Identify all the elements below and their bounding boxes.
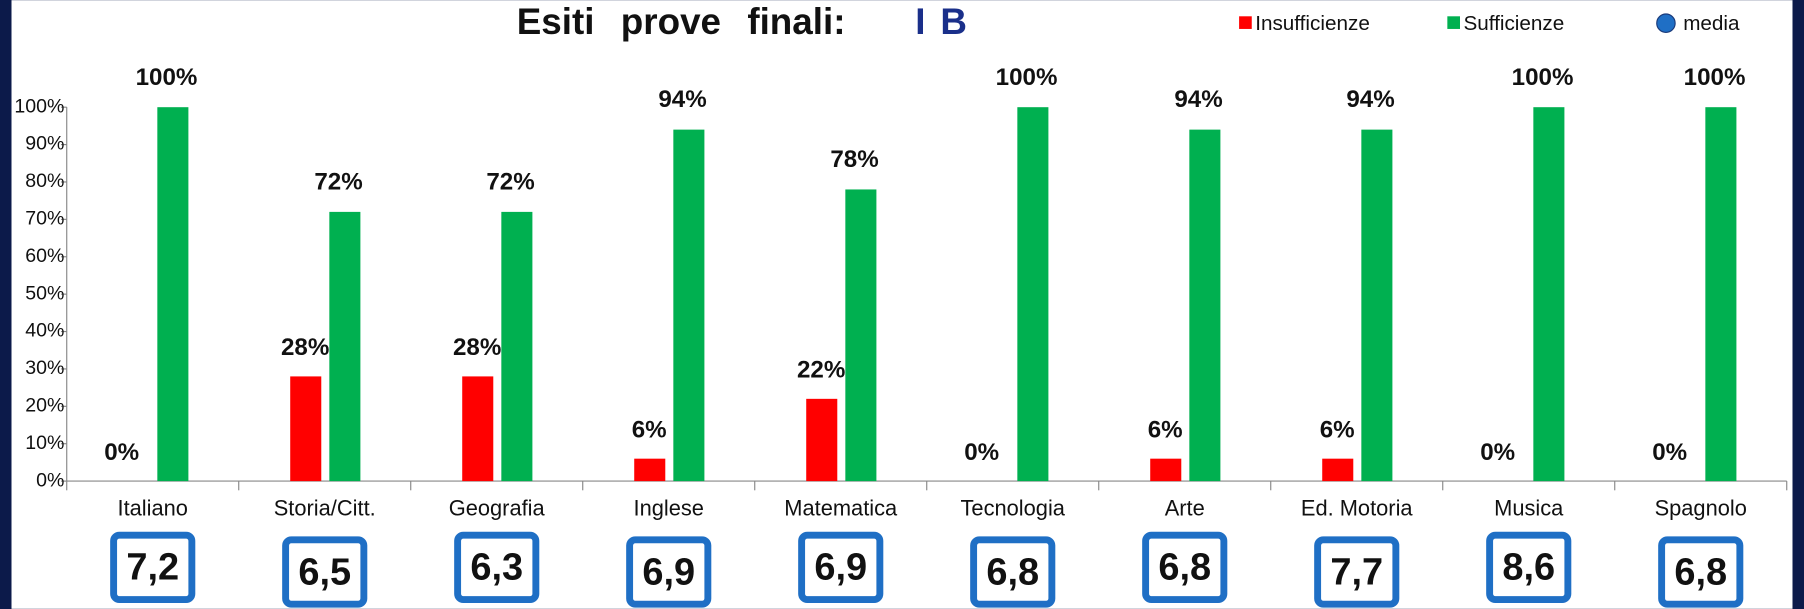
y-tick-label: 100%: [14, 95, 64, 117]
data-label: 100%: [1684, 64, 1746, 91]
data-label: 0%: [964, 439, 999, 466]
media-box: [454, 531, 540, 604]
x-tick-label: Matematica: [784, 496, 898, 521]
bar: [1322, 458, 1354, 482]
y-tick-label: 30%: [25, 357, 64, 379]
x-tick-label: Inglese: [634, 496, 704, 521]
data-label: 72%: [314, 168, 362, 195]
panel: [11, 0, 1793, 609]
x-tick-label: Geografia: [449, 496, 546, 521]
bar: [1533, 107, 1565, 482]
data-label: 0%: [104, 439, 139, 466]
media-box: [970, 536, 1056, 608]
media-label: 7,7: [1330, 551, 1383, 593]
data-label: 100%: [996, 64, 1058, 91]
data-label: 94%: [1174, 86, 1222, 113]
y-tick-label: 10%: [25, 432, 64, 454]
media-box: [1486, 531, 1572, 604]
data-label: 100%: [1512, 64, 1574, 91]
x-tick-label: Spagnolo: [1655, 496, 1747, 521]
media-label: 6,8: [986, 551, 1039, 593]
legend-label: media: [1683, 12, 1740, 35]
media-box: [282, 536, 368, 608]
bar: [462, 376, 494, 482]
legend-label: Insufficienze: [1255, 12, 1370, 35]
media-label: 6,9: [642, 551, 695, 593]
media-label: 6,3: [470, 547, 523, 589]
bar: [845, 189, 877, 482]
media-label: 8,6: [1502, 547, 1555, 589]
y-tick-label: 90%: [25, 133, 64, 155]
bar: [1150, 458, 1182, 482]
bar: [501, 211, 533, 482]
bar: [673, 129, 705, 482]
data-label: 94%: [658, 86, 706, 113]
bar: [1189, 129, 1221, 482]
x-tick-label: Ed. Motoria: [1301, 496, 1414, 521]
y-tick-label: 40%: [25, 320, 64, 342]
y-tick-label: 60%: [25, 245, 64, 267]
media-box: [110, 531, 196, 604]
legend-swatch: [1656, 13, 1676, 33]
media-label: 6,9: [814, 547, 867, 589]
data-label: 6%: [632, 416, 667, 443]
data-label: 28%: [453, 334, 501, 361]
media-box: [798, 531, 884, 604]
data-label: 22%: [797, 357, 845, 384]
data-label: 72%: [486, 168, 534, 195]
bar: [1017, 107, 1049, 482]
x-tick-label: Arte: [1165, 496, 1205, 521]
media-label: 7,2: [126, 547, 179, 589]
y-tick-label: 80%: [25, 170, 64, 192]
media-label: 6,5: [298, 551, 351, 593]
bar: [329, 211, 361, 482]
x-tick-label: Musica: [1494, 496, 1564, 521]
bar: [1705, 107, 1737, 482]
x-tick-label: Tecnologia: [961, 496, 1066, 521]
legend-swatch: [1447, 16, 1460, 29]
data-label: 0%: [1480, 439, 1515, 466]
data-label: 28%: [281, 334, 329, 361]
bar: [806, 398, 838, 482]
bar: [290, 376, 322, 482]
y-tick-label: 70%: [25, 208, 64, 230]
media-box: [1142, 531, 1228, 604]
bar: [157, 107, 189, 482]
media-box: [1314, 536, 1400, 608]
data-label: 6%: [1320, 416, 1355, 443]
y-tick-label: 0%: [36, 469, 64, 491]
bar: [634, 458, 666, 482]
media-label: 6,8: [1158, 547, 1211, 589]
chart-title: Esiti prove finali:: [517, 1, 846, 42]
x-tick-label: Italiano: [118, 496, 188, 521]
y-tick-label: 50%: [25, 282, 64, 304]
x-tick-label: Storia/Citt.: [274, 496, 376, 521]
data-label: 78%: [830, 146, 878, 173]
data-label: 6%: [1148, 416, 1183, 443]
data-label: 100%: [136, 64, 198, 91]
y-tick-label: 20%: [25, 394, 64, 416]
legend-swatch: [1239, 16, 1252, 29]
bar: [1361, 129, 1393, 482]
media-box: [626, 536, 712, 608]
data-label: 94%: [1346, 86, 1394, 113]
media-box: [1658, 536, 1744, 608]
legend-label: Sufficienze: [1463, 12, 1564, 35]
media-label: 6,8: [1674, 551, 1727, 593]
chart-title-class: I B: [915, 1, 967, 42]
data-label: 0%: [1652, 439, 1687, 466]
